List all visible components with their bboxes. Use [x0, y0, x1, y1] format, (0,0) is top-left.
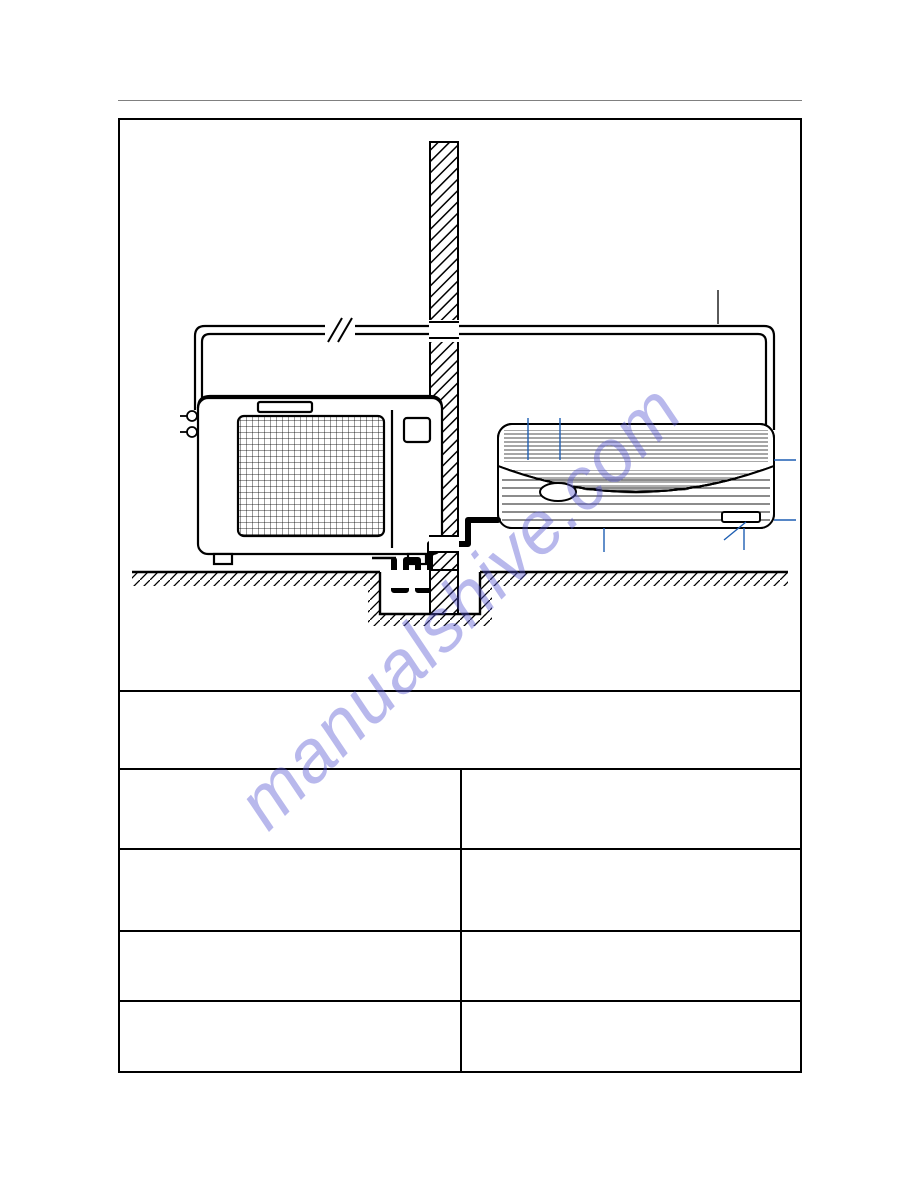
header-rule: [118, 100, 802, 101]
table-cell: [120, 768, 460, 848]
table-cell: [120, 848, 460, 930]
outdoor-unit: [180, 396, 442, 564]
table-cell: [460, 768, 800, 848]
page: manualshive.com: [0, 0, 918, 1188]
table-header-row: [120, 690, 800, 768]
table-cell: [120, 1000, 460, 1071]
diagram-svg: [120, 120, 800, 690]
table-cell: [460, 1000, 800, 1071]
table-cell: [460, 930, 800, 1000]
content-frame: [118, 118, 802, 1073]
indoor-unit: [498, 424, 774, 528]
table-cell: [120, 930, 460, 1000]
pipe-break-icon: [325, 318, 355, 342]
table-cell: [460, 848, 800, 930]
installation-diagram: [120, 120, 800, 690]
